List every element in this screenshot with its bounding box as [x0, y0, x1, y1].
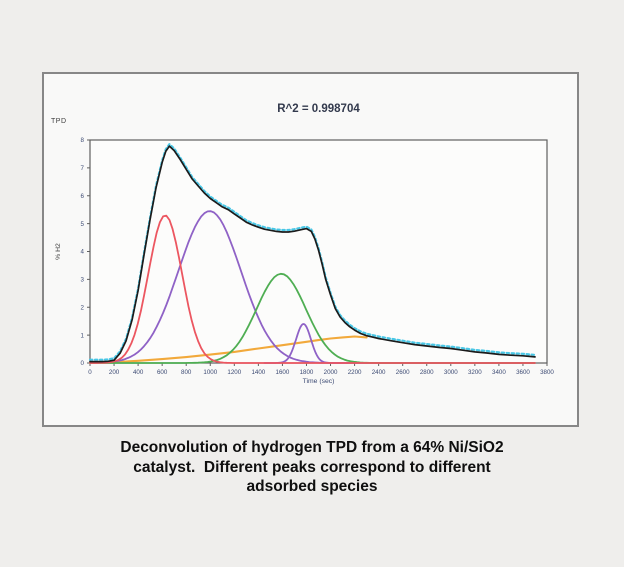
chart-title: R^2 = 0.998704 [277, 103, 360, 115]
x-tick-label: 600 [157, 369, 168, 376]
x-tick-label: 1200 [227, 369, 241, 376]
x-axis-label: Time (sec) [303, 378, 335, 385]
x-tick-label: 3000 [444, 369, 458, 376]
x-tick-label: 3400 [492, 369, 506, 376]
y-axis-label: % H2 [55, 243, 62, 260]
caption-line-2: catalyst. Different peaks correspond to … [133, 458, 491, 476]
series-peak-1-red [89, 214, 536, 364]
y-tick-label: 2 [81, 304, 85, 311]
x-tick-label: 1000 [203, 369, 217, 376]
y-tick-label: 3 [81, 277, 85, 284]
y-tick-label: 5 [81, 221, 85, 228]
x-tick-label: 2400 [372, 369, 386, 376]
x-tick-label: 0 [88, 369, 92, 376]
y-tick-label: 6 [81, 193, 85, 200]
x-tick-label: 1600 [276, 369, 290, 376]
figure-box: TPD R^2 = 0.998704 0 200 400 600 800 1000 1200… [42, 72, 579, 427]
x-tick-label: 400 [133, 369, 144, 376]
x-tick-label: 3600 [516, 369, 530, 376]
y-tick-label: 7 [81, 165, 85, 172]
x-tick-label: 2600 [396, 369, 410, 376]
x-tick-label: 3200 [468, 369, 482, 376]
x-tick-label: 200 [109, 369, 120, 376]
x-tick-label: 1800 [300, 369, 314, 376]
x-tick-label: 2200 [348, 369, 362, 376]
y-tick-label: 0 [81, 360, 85, 367]
figure-caption: Deconvolution of hydrogen TPD from a 64%… [0, 438, 624, 497]
caption-line-1: Deconvolution of hydrogen TPD from a 64%… [120, 439, 504, 456]
x-tick-label: 1400 [251, 369, 265, 376]
caption-line-3: adsorbed species [246, 478, 378, 495]
x-tick-label: 2000 [324, 369, 338, 376]
tpd-chart: 0 200 400 600 800 1000 1200 1400 1600 1800 2000 220… [55, 137, 554, 385]
x-tick-label: 800 [181, 369, 192, 376]
series-total-fit [89, 145, 536, 363]
y-tick-label: 4 [81, 249, 85, 256]
x-tick-label: 3800 [540, 369, 554, 376]
chart-corner-label: TPD [51, 118, 67, 125]
y-tick-label: 1 [81, 332, 85, 339]
series-background-species [88, 335, 368, 364]
y-tick-label: 8 [81, 137, 85, 144]
x-tick-label: 2800 [420, 369, 434, 376]
